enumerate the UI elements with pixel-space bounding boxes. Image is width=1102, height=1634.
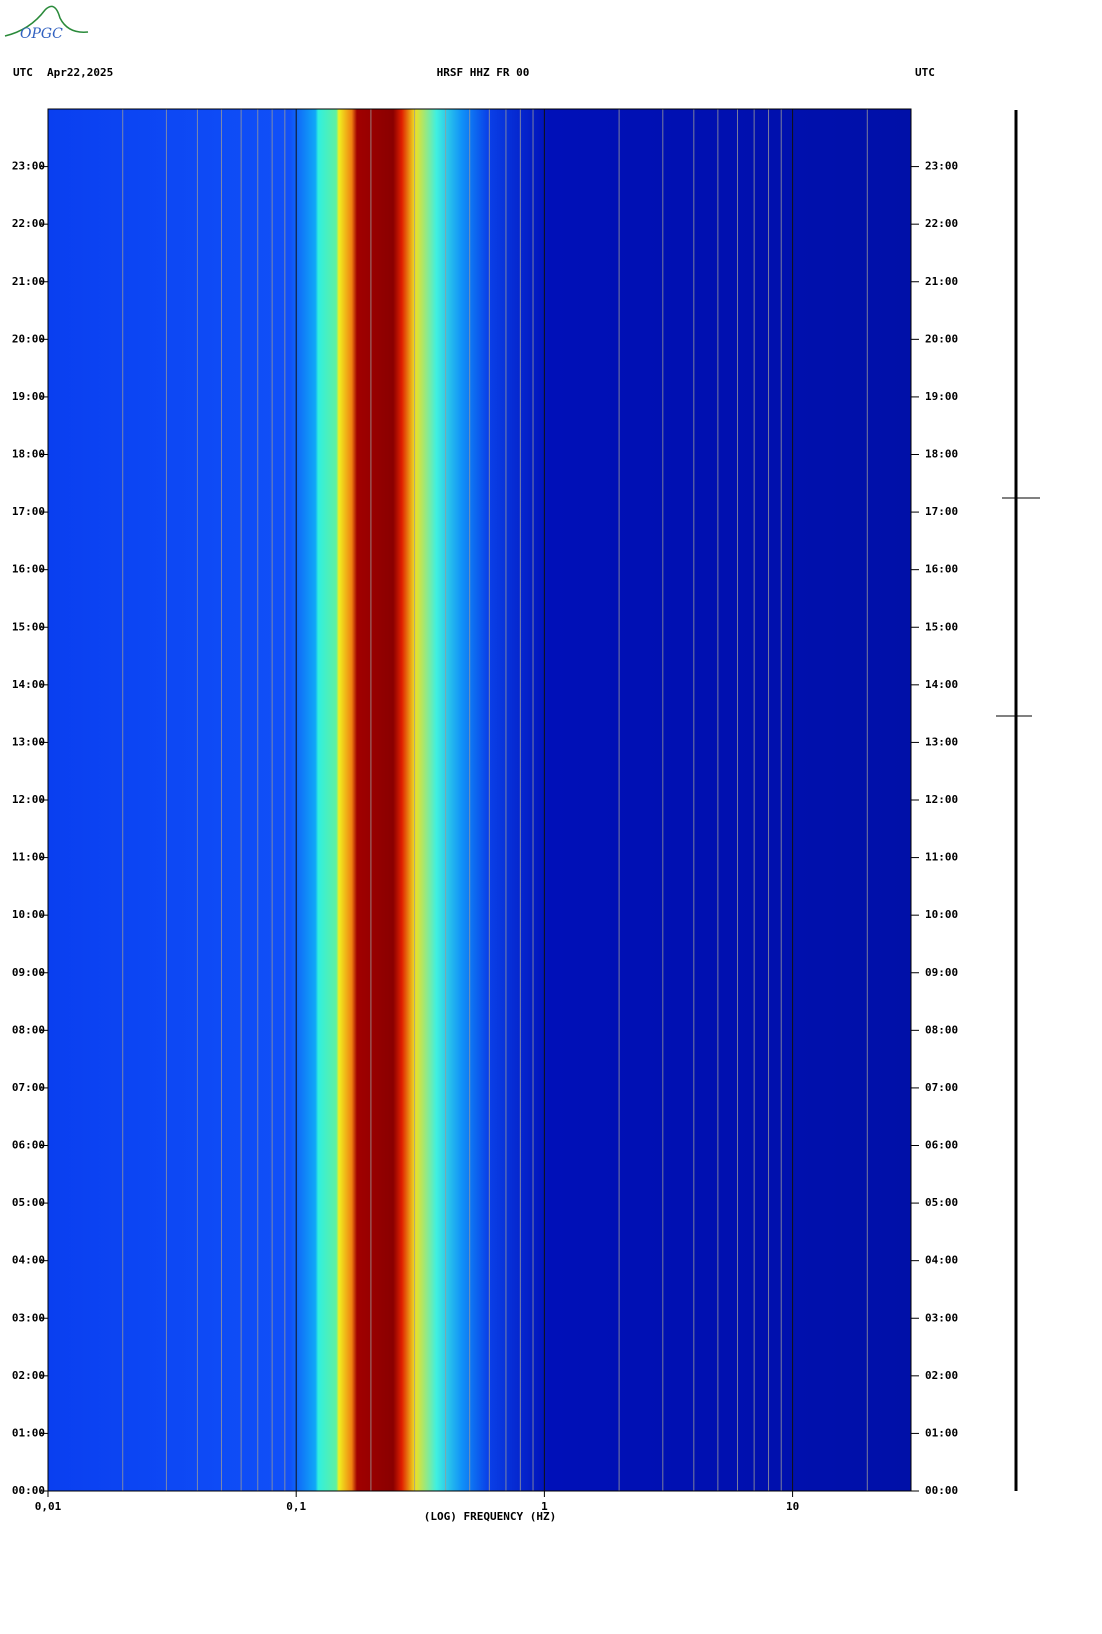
y-tick-label-right: 02:00 (925, 1369, 958, 1382)
left-label: UTC (13, 66, 33, 79)
y-tick-label-right: 22:00 (925, 217, 958, 230)
y-tick-label-right: 06:00 (925, 1139, 958, 1152)
y-tick-label-right: 10:00 (925, 908, 958, 921)
y-tick-label-left: 23:00 (12, 160, 45, 173)
y-tick-label-right: 03:00 (925, 1311, 958, 1324)
y-tick-label-left: 05:00 (12, 1196, 45, 1209)
logo-curve (4, 5, 89, 37)
logo: OPGC (20, 26, 63, 42)
x-axis-label: (LOG) FREQUENCY (HZ) (424, 1510, 556, 1523)
y-tick-label-right: 15:00 (925, 620, 958, 633)
y-tick-label-left: 12:00 (12, 793, 45, 806)
x-tick-label: 1 (541, 1500, 548, 1513)
y-tick-label-right: 00:00 (925, 1484, 958, 1497)
y-tick-label-left: 02:00 (12, 1369, 45, 1382)
y-tick-label-left: 06:00 (12, 1139, 45, 1152)
y-tick-label-right: 13:00 (925, 735, 958, 748)
y-tick-label-right: 16:00 (925, 563, 958, 576)
y-tick-label-right: 12:00 (925, 793, 958, 806)
right-label: UTC (915, 66, 935, 79)
y-tick-label-left: 00:00 (12, 1484, 45, 1497)
y-tick-label-right: 08:00 (925, 1023, 958, 1036)
y-tick-label-right: 01:00 (925, 1426, 958, 1439)
y-tick-label-left: 17:00 (12, 505, 45, 518)
y-tick-label-left: 13:00 (12, 735, 45, 748)
y-tick-label-left: 21:00 (12, 275, 45, 288)
y-tick-label-left: 15:00 (12, 620, 45, 633)
y-tick-label-right: 19:00 (925, 390, 958, 403)
x-tick-label: 0,1 (286, 1500, 306, 1513)
y-tick-label-left: 10:00 (12, 908, 45, 921)
y-tick-label-left: 19:00 (12, 390, 45, 403)
y-tick-label-right: 17:00 (925, 505, 958, 518)
y-tick-label-left: 01:00 (12, 1426, 45, 1439)
y-tick-label-right: 11:00 (925, 851, 958, 864)
plot-frame (47, 108, 912, 1492)
y-tick-label-left: 08:00 (12, 1023, 45, 1036)
y-tick-label-right: 23:00 (925, 160, 958, 173)
y-tick-label-right: 14:00 (925, 678, 958, 691)
y-tick-label-left: 16:00 (12, 563, 45, 576)
y-tick-label-left: 22:00 (12, 217, 45, 230)
y-tick-label-left: 20:00 (12, 332, 45, 345)
spectrogram (48, 109, 911, 1491)
y-tick-label-right: 07:00 (925, 1081, 958, 1094)
y-tick-label-left: 09:00 (12, 966, 45, 979)
date: Apr22,2025 (47, 66, 113, 79)
x-tick-label: 0,01 (35, 1500, 62, 1513)
y-tick-label-right: 18:00 (925, 448, 958, 461)
chart-title: HRSF HHZ FR 00 (437, 66, 530, 79)
y-tick-label-right: 09:00 (925, 966, 958, 979)
y-tick-label-left: 14:00 (12, 678, 45, 691)
y-tick-label-left: 18:00 (12, 448, 45, 461)
y-tick-label-right: 04:00 (925, 1254, 958, 1267)
y-tick-label-right: 21:00 (925, 275, 958, 288)
x-tick-label: 10 (786, 1500, 799, 1513)
y-tick-label-right: 20:00 (925, 332, 958, 345)
y-tick-label-left: 04:00 (12, 1254, 45, 1267)
y-tick-label-left: 11:00 (12, 851, 45, 864)
y-tick-label-left: 07:00 (12, 1081, 45, 1094)
y-tick-label-right: 05:00 (925, 1196, 958, 1209)
y-tick-label-left: 03:00 (12, 1311, 45, 1324)
